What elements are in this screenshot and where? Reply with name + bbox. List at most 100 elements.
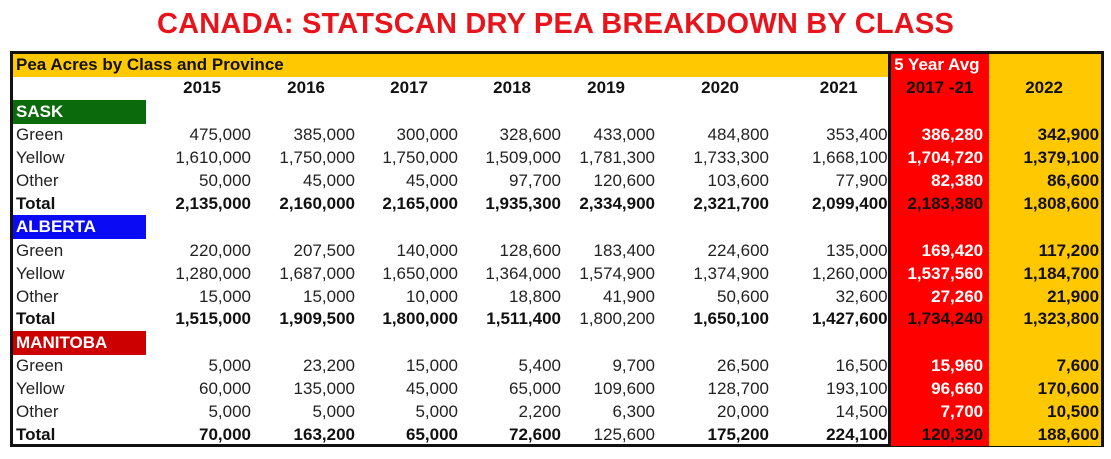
acres-cell: 135,000 bbox=[826, 240, 888, 260]
acres-cell: 5,000 bbox=[208, 356, 251, 376]
five-year-avg-cell: 96,660 bbox=[887, 377, 990, 401]
acres-cell: 484,800 bbox=[707, 125, 769, 145]
acres-cell: 353,400 bbox=[826, 125, 888, 145]
acres-cell: 15,000 bbox=[406, 356, 458, 376]
acres-cell: 41,900 bbox=[603, 286, 655, 306]
acres-cell: 70,000 bbox=[199, 425, 251, 445]
forecast-2022-cell: 7,600 bbox=[989, 354, 1102, 378]
avg-header-line2: 2017 -21 bbox=[887, 76, 990, 100]
acres-cell: 1,574,900 bbox=[579, 263, 655, 283]
acres-cell: 2,165,000 bbox=[382, 193, 458, 213]
five-year-avg-cell: 2,183,380 bbox=[887, 192, 990, 216]
acres-cell: 1,733,300 bbox=[693, 148, 769, 168]
acres-cell: 1,260,000 bbox=[811, 263, 888, 283]
acres-cell: 300,000 bbox=[396, 125, 458, 145]
acres-cell: 97,700 bbox=[509, 171, 561, 190]
acres-cell: 1,909,500 bbox=[279, 309, 355, 329]
acres-cell: 207,500 bbox=[293, 240, 355, 260]
acres-cell: 1,610,000 bbox=[175, 148, 251, 168]
class-label: Other bbox=[16, 286, 59, 306]
caption-row: Pea Acres by Class and Province 5 Year Av… bbox=[13, 54, 1102, 77]
five-year-avg-cell: 386,280 bbox=[887, 123, 990, 147]
forecast-2022-cell: 86,600 bbox=[989, 169, 1102, 193]
acres-cell: 1,509,000 bbox=[485, 148, 561, 168]
acres-cell: 2,099,400 bbox=[811, 193, 888, 213]
acres-cell: 45,000 bbox=[406, 379, 458, 399]
year-header: 2021 bbox=[819, 78, 858, 98]
acres-cell: 103,600 bbox=[707, 171, 769, 190]
acres-cell: 72,600 bbox=[509, 425, 561, 445]
table-row: Yellow 1,280,000 1,687,000 1,650,000 1,364,0… bbox=[13, 262, 1102, 286]
acres-cell: 109,600 bbox=[593, 379, 655, 399]
table-row: Total 70,000 163,200 65,000 72,600 125,600 175… bbox=[13, 423, 1102, 447]
acres-cell: 224,100 bbox=[826, 425, 888, 445]
year-header: 2018 bbox=[493, 78, 531, 98]
class-label: Green bbox=[16, 356, 64, 376]
class-label: Total bbox=[16, 425, 56, 445]
acres-cell: 183,400 bbox=[593, 240, 655, 260]
five-year-avg-cell: 1,537,560 bbox=[887, 262, 990, 286]
forecast-2022-cell: 117,200 bbox=[989, 239, 1102, 263]
acres-cell: 1,668,100 bbox=[811, 148, 888, 168]
table-row: Green 220,000 207,500 140,000 128,600 183,400… bbox=[13, 239, 1102, 263]
acres-cell: 163,200 bbox=[293, 425, 355, 445]
acres-cell: 1,935,300 bbox=[485, 193, 561, 213]
acres-cell: 20,000 bbox=[717, 402, 769, 422]
acres-cell: 1,800,200 bbox=[579, 309, 655, 329]
province-label: MANITOBA bbox=[13, 330, 146, 355]
province-label: SASK bbox=[13, 99, 146, 124]
five-year-avg-cell: 1,704,720 bbox=[887, 146, 990, 170]
acres-cell: 125,600 bbox=[593, 425, 655, 445]
acres-cell: 1,427,600 bbox=[811, 309, 888, 329]
acres-cell: 328,600 bbox=[499, 125, 561, 145]
acres-cell: 135,000 bbox=[293, 379, 355, 399]
acres-cell: 140,000 bbox=[396, 240, 458, 260]
acres-cell: 60,000 bbox=[199, 379, 251, 399]
page-title: CANADA: STATSCAN DRY PEA BREAKDOWN BY CL… bbox=[157, 8, 954, 40]
acres-cell: 23,200 bbox=[303, 356, 355, 376]
acres-cell: 1,750,000 bbox=[382, 148, 458, 168]
acres-cell: 5,000 bbox=[415, 402, 458, 422]
acres-cell: 1,650,100 bbox=[693, 309, 769, 329]
acres-cell: 50,000 bbox=[199, 171, 251, 190]
acres-cell: 1,364,000 bbox=[485, 263, 561, 283]
acres-cell: 14,500 bbox=[835, 402, 888, 422]
acres-cell: 16,500 bbox=[835, 356, 888, 376]
table-row: Green 475,000 385,000 300,000 328,600 433,000… bbox=[13, 123, 1102, 147]
acres-cell: 5,000 bbox=[312, 402, 355, 422]
table-caption: Pea Acres by Class and Province bbox=[13, 54, 890, 77]
table-row: Other 15,000 15,000 10,000 18,800 41,900 50,60… bbox=[13, 285, 1102, 309]
forecast-2022-cell: 1,379,100 bbox=[989, 146, 1102, 170]
forecast-2022-cell: 1,808,600 bbox=[989, 192, 1102, 216]
five-year-avg-cell: 1,734,240 bbox=[887, 308, 990, 331]
acres-cell: 385,000 bbox=[293, 125, 355, 145]
acres-cell: 50,600 bbox=[717, 286, 769, 306]
acres-cell: 1,374,900 bbox=[693, 263, 769, 283]
table-row: Other 50,000 45,000 45,000 97,700 120,600 103,… bbox=[13, 169, 1102, 193]
acres-cell: 1,515,000 bbox=[175, 309, 251, 329]
five-year-avg-cell: 27,260 bbox=[887, 285, 990, 309]
acres-cell: 45,000 bbox=[303, 171, 355, 190]
five-year-avg-cell: 15,960 bbox=[887, 354, 990, 378]
acres-cell: 1,750,000 bbox=[279, 148, 355, 168]
table-row: Green 5,000 23,200 15,000 5,400 9,700 26,500 16… bbox=[13, 354, 1102, 378]
avg-header-line1: 5 Year Avg bbox=[887, 54, 990, 77]
pea-acres-table: Pea Acres by Class and Province 5 Year Av… bbox=[10, 51, 1104, 447]
table-row: Total 1,515,000 1,909,500 1,800,000 1,511,40… bbox=[13, 308, 1102, 331]
table-row: Yellow 60,000 135,000 45,000 65,000 109,600 12… bbox=[13, 377, 1102, 401]
acres-cell: 9,700 bbox=[612, 356, 655, 376]
acres-cell: 433,000 bbox=[593, 125, 655, 145]
class-label: Yellow bbox=[16, 263, 65, 283]
province-header-row: ALBERTA bbox=[13, 215, 1102, 240]
five-year-avg-cell: 82,380 bbox=[887, 169, 990, 193]
acres-cell: 65,000 bbox=[406, 425, 458, 445]
acres-cell: 475,000 bbox=[189, 125, 251, 145]
year-header: 2019 bbox=[587, 78, 625, 98]
acres-cell: 1,511,400 bbox=[486, 309, 561, 329]
acres-cell: 5,400 bbox=[518, 356, 561, 376]
year-header: 2016 bbox=[287, 78, 325, 98]
acres-cell: 26,500 bbox=[717, 356, 769, 376]
acres-cell: 77,900 bbox=[835, 171, 888, 190]
acres-cell: 1,800,000 bbox=[382, 309, 458, 329]
five-year-avg-cell: 120,320 bbox=[887, 423, 990, 447]
